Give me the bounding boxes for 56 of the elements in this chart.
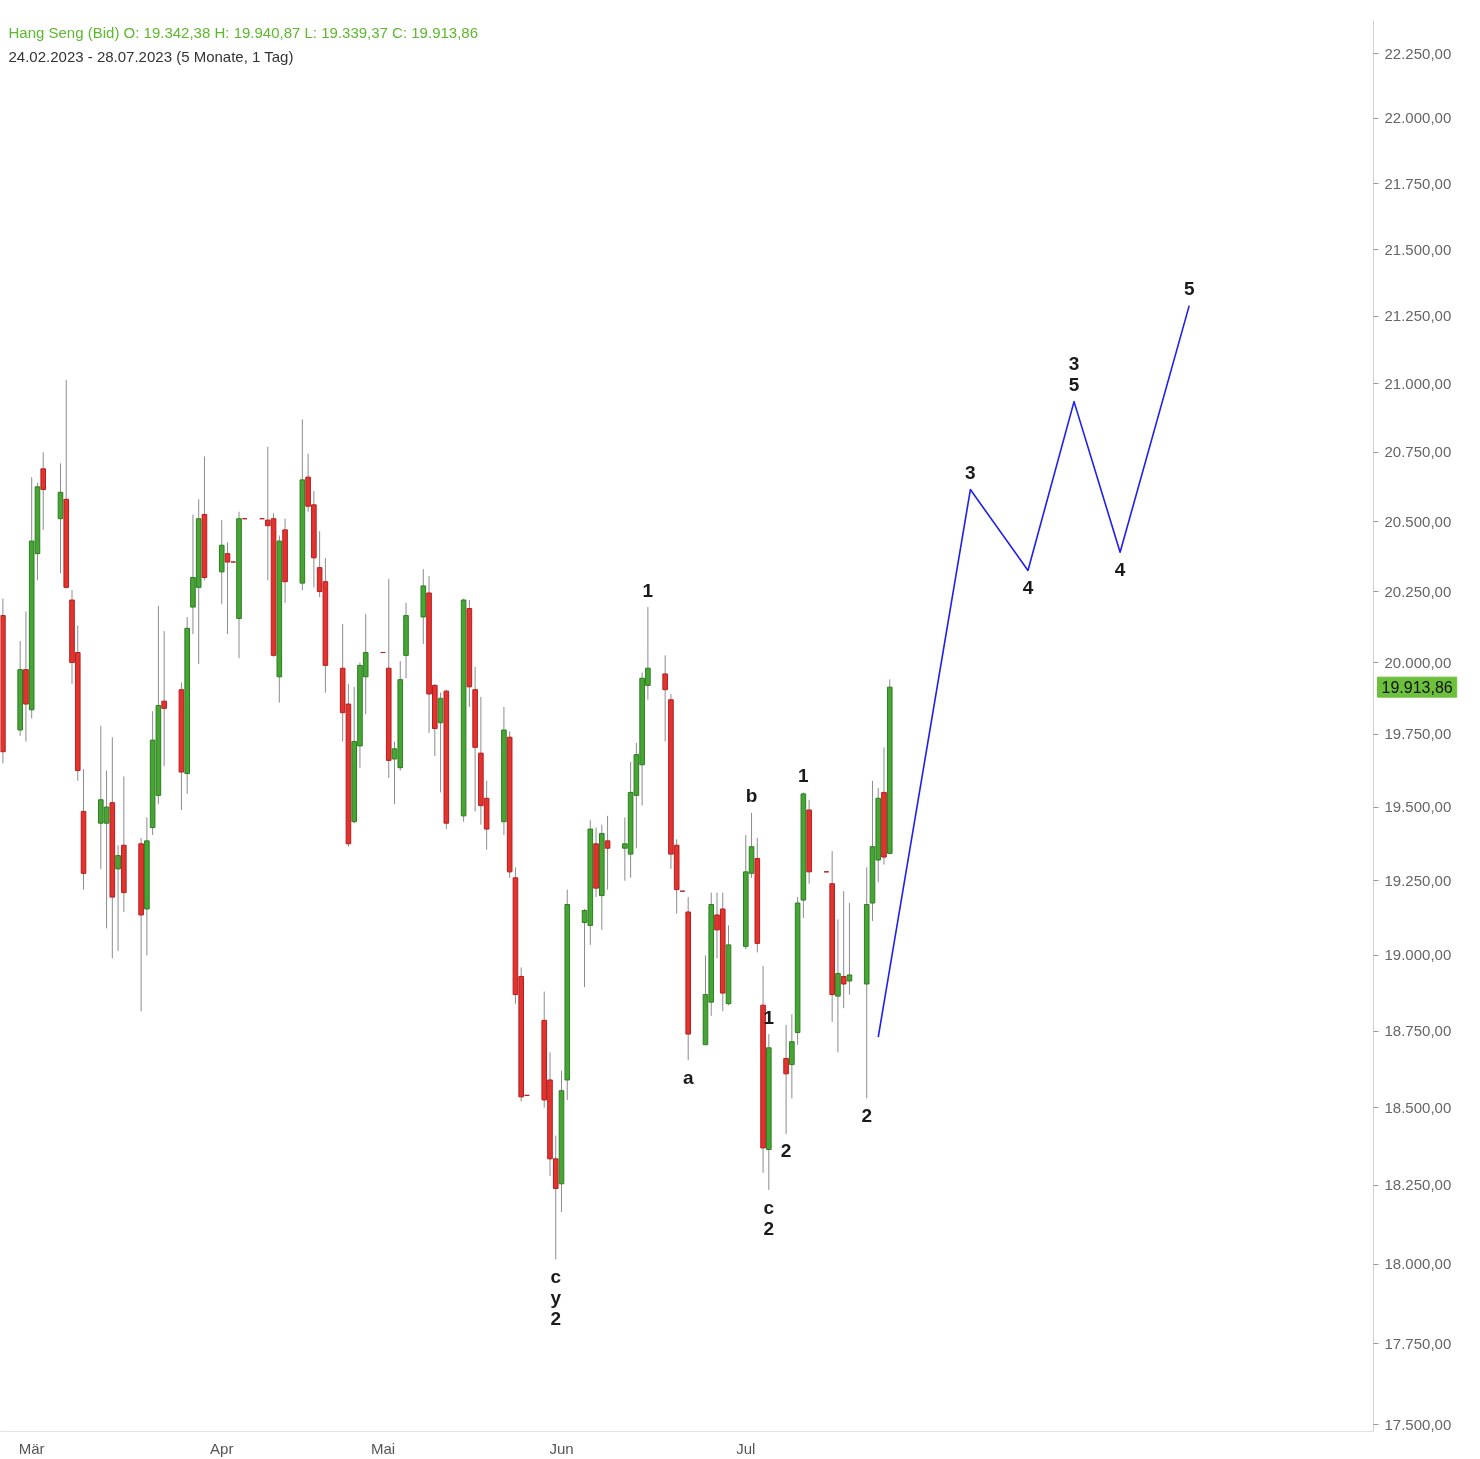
y-tick-label: 21.250,00 bbox=[1384, 307, 1452, 325]
line-series bbox=[877, 304, 1191, 1038]
x-tick-label: Apr bbox=[210, 1439, 234, 1457]
candlestick bbox=[835, 918, 841, 1053]
annotation: 2 bbox=[861, 1104, 873, 1126]
y-tick-label: 19.500,00 bbox=[1384, 798, 1452, 816]
annotation: 1 bbox=[642, 579, 654, 601]
y-tick-label: 19.000,00 bbox=[1384, 946, 1452, 964]
candlestick bbox=[161, 630, 167, 767]
annotation: 3 bbox=[1068, 353, 1080, 375]
annotation: 3 bbox=[965, 462, 976, 484]
y-tick-label: 18.250,00 bbox=[1384, 1176, 1452, 1194]
candlestick bbox=[846, 902, 853, 996]
y-tick-label: 19.750,00 bbox=[1384, 725, 1452, 743]
candlestick bbox=[40, 451, 47, 531]
candlestick bbox=[604, 815, 611, 891]
annotation: y bbox=[550, 1286, 562, 1308]
annotation: 5 bbox=[1068, 374, 1080, 396]
x-tick-label: Mär bbox=[18, 1439, 45, 1457]
annotation: b bbox=[745, 785, 758, 807]
annotation: 4 bbox=[1114, 558, 1126, 580]
y-tick-label: 20.750,00 bbox=[1384, 443, 1452, 461]
y-tick-label: 18.000,00 bbox=[1384, 1255, 1452, 1273]
candlestick bbox=[783, 1024, 789, 1135]
candlestick bbox=[115, 844, 121, 952]
y-tick-label: 19.250,00 bbox=[1384, 871, 1452, 889]
x-tick-label: Mai bbox=[370, 1439, 396, 1457]
y-tick-label: 20.500,00 bbox=[1384, 512, 1452, 530]
annotation: 1 bbox=[798, 764, 810, 786]
y-tick-label: 18.750,00 bbox=[1384, 1022, 1452, 1040]
y-tick-label: 21.000,00 bbox=[1384, 374, 1452, 392]
x-tick-label: Jun bbox=[549, 1439, 574, 1457]
x-tick-label: Jul bbox=[736, 1439, 756, 1457]
annotation: c bbox=[550, 1265, 562, 1287]
y-tick-label: 22.000,00 bbox=[1384, 109, 1452, 127]
candlestick bbox=[662, 654, 668, 743]
annotation: a bbox=[682, 1066, 694, 1088]
chart-title: Hang Seng (Bid) O: 19.342,38 H: 19.940,87 L: 19.339,37 C: 19.913,86 bbox=[8, 24, 479, 41]
y-tick-label: 22.250,00 bbox=[1384, 44, 1452, 62]
annotation: 5 bbox=[1183, 278, 1195, 300]
annotation: 2 bbox=[780, 1140, 792, 1162]
annotation: 4 bbox=[1022, 576, 1034, 598]
annotation: 2 bbox=[763, 1217, 775, 1239]
candlestick bbox=[840, 890, 847, 1009]
y-tick-label: 17.500,00 bbox=[1384, 1415, 1452, 1433]
y-tick-label: 21.750,00 bbox=[1384, 174, 1452, 192]
y-tick-label: 21.500,00 bbox=[1384, 240, 1452, 258]
candlestick bbox=[789, 1013, 795, 1099]
y-tick-label: 20.000,00 bbox=[1384, 653, 1452, 671]
annotation: 2 bbox=[550, 1307, 562, 1329]
annotation: c bbox=[763, 1196, 775, 1218]
text: 19.913,86 bbox=[1381, 679, 1453, 697]
y-tick-label: 17.750,00 bbox=[1384, 1334, 1452, 1352]
y-tick-label: 20.250,00 bbox=[1384, 582, 1452, 600]
y-tick-label: 18.500,00 bbox=[1384, 1098, 1452, 1116]
text: 24.02.2023 - 28.07.2023 (5 Monate, 1 Tag) bbox=[8, 48, 294, 65]
